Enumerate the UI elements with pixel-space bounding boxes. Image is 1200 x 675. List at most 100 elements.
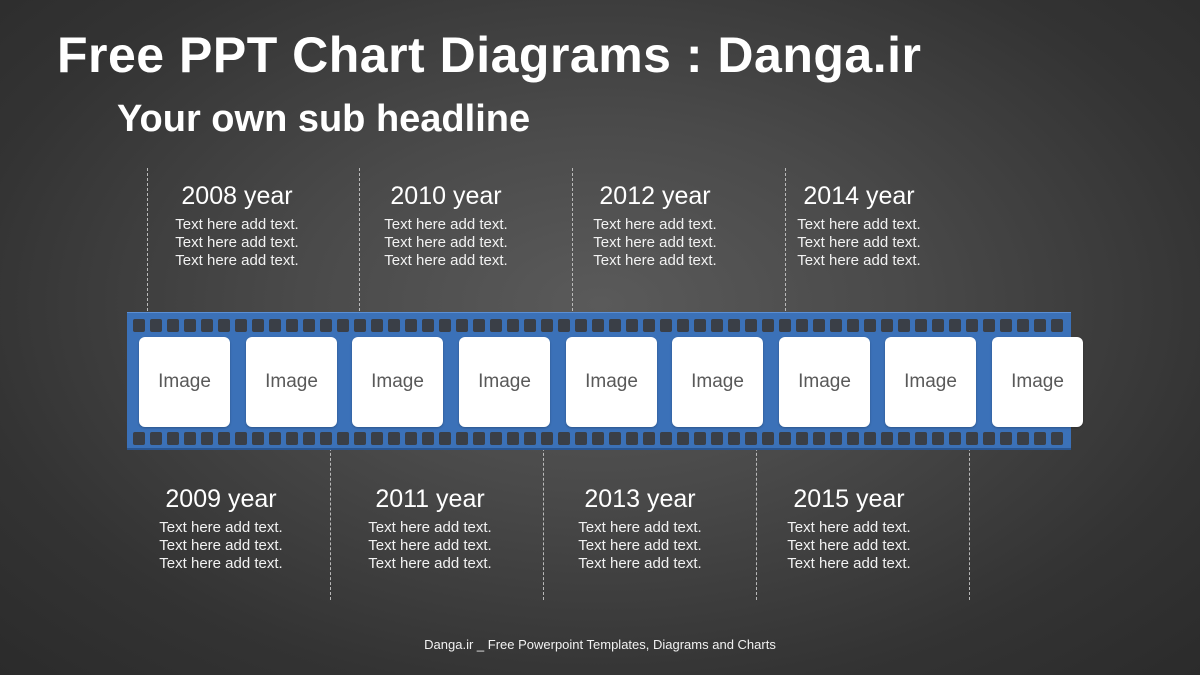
sprocket-hole bbox=[779, 432, 791, 445]
text-line: Text here add text. bbox=[797, 216, 921, 233]
sprocket-hole bbox=[728, 432, 740, 445]
sprocket-hole bbox=[201, 319, 213, 332]
sprocket-hole bbox=[830, 319, 842, 332]
sprocket-hole bbox=[269, 432, 281, 445]
top-label-2008: 2008 year Text here add text. Text here … bbox=[122, 181, 352, 270]
text-line: Text here add text. bbox=[159, 537, 283, 554]
image-placeholder-6: Image bbox=[672, 337, 763, 427]
text-line: Text here add text. bbox=[578, 555, 702, 572]
sprocket-hole bbox=[796, 319, 808, 332]
sprocket-hole bbox=[456, 432, 468, 445]
sprocket-hole bbox=[507, 432, 519, 445]
sprocket-hole bbox=[235, 432, 247, 445]
year-heading: 2008 year bbox=[181, 182, 293, 210]
film-holes-bottom bbox=[127, 432, 1063, 445]
text-line: Text here add text. bbox=[175, 252, 299, 269]
sprocket-hole bbox=[643, 432, 655, 445]
sprocket-hole bbox=[184, 319, 196, 332]
bottom-guide-line-3 bbox=[756, 428, 757, 600]
sprocket-hole bbox=[167, 432, 179, 445]
sprocket-hole bbox=[354, 319, 366, 332]
image-placeholder-7: Image bbox=[779, 337, 870, 427]
sprocket-hole bbox=[898, 432, 910, 445]
sprocket-hole bbox=[813, 319, 825, 332]
text-line: Text here add text. bbox=[787, 537, 911, 554]
sprocket-hole bbox=[405, 432, 417, 445]
top-guide-line-1 bbox=[147, 168, 148, 336]
sprocket-hole bbox=[864, 319, 876, 332]
text-line: Text here add text. bbox=[384, 216, 508, 233]
sprocket-hole bbox=[660, 319, 672, 332]
footer-credit: Danga.ir _ Free Powerpoint Templates, Di… bbox=[424, 637, 776, 652]
sprocket-hole bbox=[1034, 432, 1046, 445]
slide-title: Free PPT Chart Diagrams : Danga.ir bbox=[57, 27, 922, 83]
sprocket-hole bbox=[490, 432, 502, 445]
sprocket-hole bbox=[286, 319, 298, 332]
sprocket-hole bbox=[660, 432, 672, 445]
sprocket-hole bbox=[915, 319, 927, 332]
year-heading: 2009 year bbox=[165, 485, 277, 513]
image-placeholder-2: Image bbox=[246, 337, 337, 427]
sprocket-hole bbox=[626, 319, 638, 332]
image-placeholder-4: Image bbox=[459, 337, 550, 427]
image-placeholder-9: Image bbox=[992, 337, 1083, 427]
text-line: Text here add text. bbox=[368, 537, 492, 554]
bottom-guide-line-4 bbox=[969, 428, 970, 600]
top-label-2014: 2014 year Text here add text. Text here … bbox=[744, 181, 974, 270]
year-heading: 2011 year bbox=[375, 485, 485, 513]
text-line: Text here add text. bbox=[797, 234, 921, 251]
sprocket-hole bbox=[558, 319, 570, 332]
sprocket-hole bbox=[320, 319, 332, 332]
top-label-2010: 2010 year Text here add text. Text here … bbox=[331, 181, 561, 270]
sprocket-hole bbox=[983, 432, 995, 445]
sprocket-hole bbox=[592, 432, 604, 445]
text-line: Text here add text. bbox=[593, 216, 717, 233]
sprocket-hole bbox=[337, 432, 349, 445]
sprocket-hole bbox=[592, 319, 604, 332]
sprocket-hole bbox=[1051, 319, 1063, 332]
sprocket-hole bbox=[456, 319, 468, 332]
sprocket-hole bbox=[609, 432, 621, 445]
slide-subtitle: Your own sub headline bbox=[117, 98, 531, 140]
sprocket-hole bbox=[1017, 319, 1029, 332]
text-line: Text here add text. bbox=[593, 252, 717, 269]
sprocket-hole bbox=[762, 319, 774, 332]
text-line: Text here add text. bbox=[578, 519, 702, 536]
sprocket-hole bbox=[711, 319, 723, 332]
bottom-label-2013: 2013 year Text here add text. Text here … bbox=[525, 484, 755, 573]
top-guide-line-3 bbox=[572, 168, 573, 336]
year-heading: 2012 year bbox=[599, 182, 711, 210]
sprocket-hole bbox=[932, 319, 944, 332]
text-line: Text here add text. bbox=[797, 252, 921, 269]
sprocket-hole bbox=[524, 432, 536, 445]
image-placeholder-8: Image bbox=[885, 337, 976, 427]
sprocket-hole bbox=[1017, 432, 1029, 445]
bottom-label-2011: 2011 year Text here add text. Text here … bbox=[315, 484, 545, 573]
sprocket-hole bbox=[150, 432, 162, 445]
sprocket-hole bbox=[269, 319, 281, 332]
sprocket-hole bbox=[354, 432, 366, 445]
year-heading: 2014 year bbox=[803, 182, 915, 210]
text-line: Text here add text. bbox=[368, 555, 492, 572]
sprocket-hole bbox=[541, 319, 553, 332]
sprocket-hole bbox=[303, 432, 315, 445]
sprocket-hole bbox=[728, 319, 740, 332]
text-line: Text here add text. bbox=[384, 234, 508, 251]
sprocket-hole bbox=[694, 432, 706, 445]
text-line: Text here add text. bbox=[175, 234, 299, 251]
sprocket-hole bbox=[915, 432, 927, 445]
image-placeholder-5: Image bbox=[566, 337, 657, 427]
sprocket-hole bbox=[201, 432, 213, 445]
sprocket-hole bbox=[932, 432, 944, 445]
sprocket-hole bbox=[422, 432, 434, 445]
bottom-label-2009: 2009 year Text here add text. Text here … bbox=[106, 484, 336, 573]
sprocket-hole bbox=[524, 319, 536, 332]
sprocket-hole bbox=[575, 319, 587, 332]
sprocket-hole bbox=[745, 432, 757, 445]
sprocket-hole bbox=[235, 319, 247, 332]
sprocket-hole bbox=[830, 432, 842, 445]
sprocket-hole bbox=[677, 319, 689, 332]
sprocket-hole bbox=[490, 319, 502, 332]
bottom-guide-line-2 bbox=[543, 428, 544, 600]
sprocket-hole bbox=[337, 319, 349, 332]
